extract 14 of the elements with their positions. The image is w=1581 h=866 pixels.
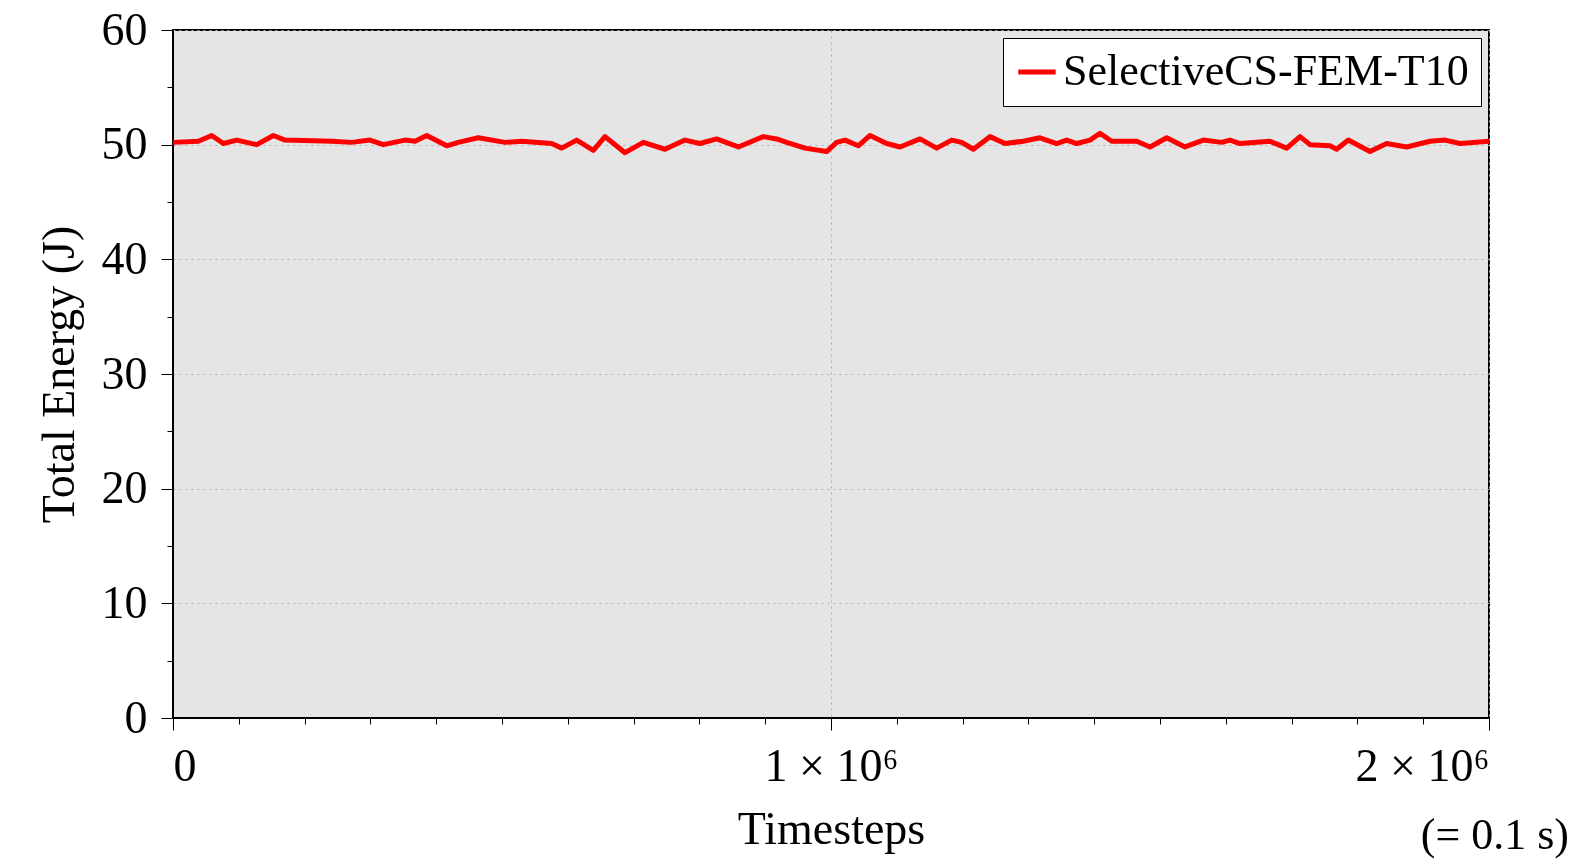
y-axis-title: Total Energy (J) — [32, 225, 84, 524]
x-tick-label: 2 × 10⁶ — [1355, 739, 1490, 791]
x-axis-title: Timesteps — [737, 802, 926, 854]
y-tick-label: 10 — [101, 576, 148, 628]
text: (= 0.1 s) — [1420, 810, 1569, 859]
y-tick-label: 0 — [124, 691, 148, 743]
x-tick-label: 0 — [173, 739, 197, 791]
y-tick-label: 30 — [101, 347, 148, 399]
legend-label: SelectiveCS-FEM-T10 — [1063, 46, 1469, 95]
y-tick-label: 40 — [101, 232, 148, 284]
x-tick-label: 1 × 10⁶ — [764, 739, 899, 791]
y-tick-label: 50 — [101, 118, 148, 170]
y-tick-label: 20 — [101, 462, 148, 514]
y-tick-label: 60 — [101, 3, 148, 55]
